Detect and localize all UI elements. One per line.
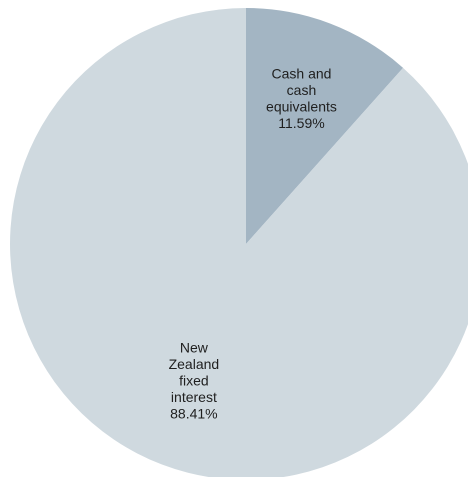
pie-slice-1 <box>246 8 404 244</box>
pie-slice-label-line: Cash and <box>272 66 332 82</box>
pie-slice-label-1: Cash and cash equivalents 11.59% <box>266 66 337 132</box>
pie-slice-label-line: fixed <box>179 373 209 389</box>
pie-slice-label-line: Zealand <box>169 356 220 372</box>
labels-layer: Cash and cash equivalents 11.59% New Zealand f… <box>169 66 337 422</box>
pie-slice-label-line: equivalents <box>266 99 337 115</box>
pie-slice-label-line: 11.59% <box>278 115 324 131</box>
pie-slice-label-line: cash <box>287 82 317 98</box>
slices-layer <box>10 8 468 477</box>
pie-slice-label-line: interest <box>171 389 217 405</box>
pie-slice-label-line: New <box>180 340 209 356</box>
pie-slice-label-line: 88.41% <box>170 406 217 422</box>
pie-slice-label-2: New Zealand fixed interest 88.41% <box>169 340 220 422</box>
pie-slice-2 <box>10 8 468 477</box>
